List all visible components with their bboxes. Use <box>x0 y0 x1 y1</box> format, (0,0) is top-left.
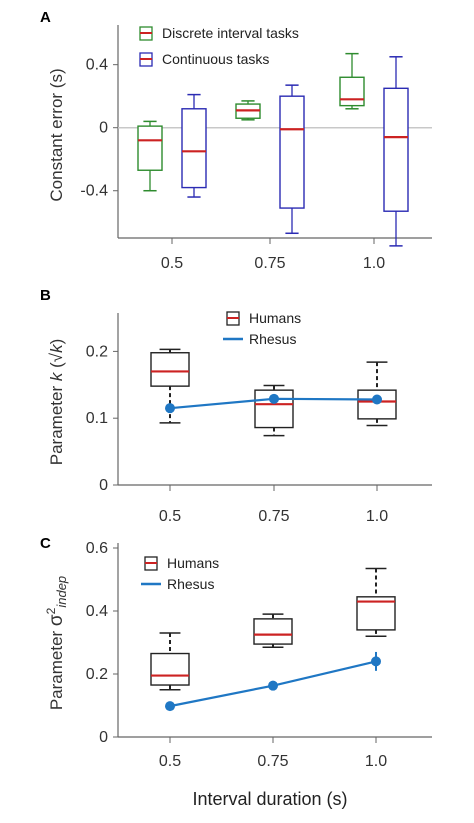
box-2 <box>235 100 261 121</box>
legend-label: Continuous tasks <box>162 51 269 67</box>
x-tick-label: 0.5 <box>161 255 183 272</box>
panel-letter: B <box>40 287 51 304</box>
box-body <box>253 618 293 645</box>
legend-label: Humans <box>249 310 301 326</box>
y-tick-label: 0.4 <box>86 603 108 620</box>
y-axis-label: Parameter k (√k) <box>47 339 66 466</box>
box-3 <box>356 567 396 637</box>
legend-label: Rhesus <box>249 331 296 347</box>
y-axis-label: Constant error (s) <box>47 68 66 201</box>
y-tick-label: 0 <box>99 120 108 137</box>
y-tick-label: 0.1 <box>86 410 108 427</box>
y-tick-label: 0.6 <box>86 540 108 557</box>
box-3 <box>383 56 409 247</box>
chart-panels: A -0.4 0 0.4 0.5 0.75 1.0 Constant error (s) Dis… <box>40 9 432 770</box>
box-body <box>137 125 163 171</box>
box-body <box>279 95 305 209</box>
data-point <box>268 680 278 691</box>
y-tick-label: 0 <box>99 729 108 746</box>
figure-x-axis-label: Interval duration (s) <box>192 789 347 809</box>
box-body <box>150 352 190 387</box>
y-tick-label: 0.2 <box>86 666 108 683</box>
legend: Humans Rhesus <box>141 555 219 592</box>
box-body <box>150 652 190 686</box>
data-point <box>372 394 382 405</box>
box-2 <box>253 613 293 648</box>
box-body <box>357 389 397 420</box>
x-tick-label: 0.75 <box>257 753 288 770</box>
panel-c: C 0 0.2 0.4 0.6 0.5 0.75 1.0 Parameter σ2indep Hu… <box>40 535 432 770</box>
x-tick-label: 1.0 <box>363 255 385 272</box>
data-point <box>371 656 381 667</box>
legend-label: Rhesus <box>167 576 214 592</box>
y-axis-label: Parameter σ2indep <box>44 576 69 710</box>
box-1 <box>181 93 207 198</box>
box-1 <box>150 348 190 424</box>
box-3 <box>357 361 397 427</box>
box-1 <box>150 632 190 691</box>
panel-b: B 0 0.1 0.2 0.5 0.75 1.0 Parameter k (√k) Humans… <box>40 287 432 525</box>
box-2 <box>279 84 305 235</box>
legend: Discrete interval tasks Continuous tasks <box>139 25 299 67</box>
x-tick-label: 0.5 <box>159 508 181 525</box>
legend-label: Discrete interval tasks <box>162 25 299 41</box>
panel-letter: A <box>40 9 51 26</box>
x-tick-label: 0.75 <box>258 508 289 525</box>
panel-letter: C <box>40 535 51 552</box>
legend: Humans Rhesus <box>223 310 301 347</box>
x-tick-label: 0.75 <box>254 255 285 272</box>
x-tick-label: 0.5 <box>159 753 181 770</box>
y-tick-label: 0.2 <box>86 343 108 360</box>
box-body <box>383 87 409 212</box>
data-point <box>165 701 175 712</box>
y-tick-label: 0.4 <box>86 57 108 74</box>
y-tick-label: -0.4 <box>80 183 108 200</box>
data-point <box>269 393 279 404</box>
box-3 <box>339 52 365 110</box>
x-tick-label: 1.0 <box>366 508 388 525</box>
box-body <box>181 108 207 189</box>
box-body <box>339 76 365 107</box>
box-1 <box>137 120 163 192</box>
panel-a: A -0.4 0 0.4 0.5 0.75 1.0 Constant error (s) Dis… <box>40 9 432 272</box>
x-tick-label: 1.0 <box>365 753 387 770</box>
legend-label: Humans <box>167 555 219 571</box>
data-point <box>165 403 175 414</box>
box-2 <box>254 384 294 437</box>
y-tick-label: 0 <box>99 477 108 494</box>
